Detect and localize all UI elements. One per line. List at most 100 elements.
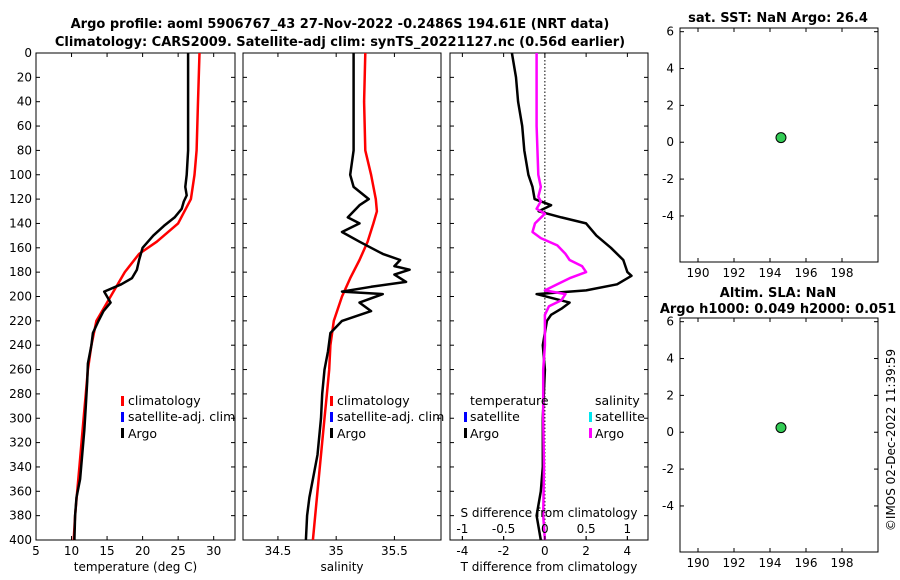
x-tick-label: 194 [759, 556, 782, 570]
top-x-tick-label: -1 [456, 522, 468, 536]
y-tick-label: 240 [9, 338, 32, 352]
series-line-argo [73, 53, 190, 541]
y-tick-label: -4 [662, 209, 674, 223]
x-tick-label: 20 [135, 544, 150, 558]
x-axis-label: temperature (deg C) [74, 560, 197, 574]
y-tick-label: -2 [662, 462, 674, 476]
imos-watermark: ©IMOS 02-Dec-2022 11:39:59 [884, 349, 898, 531]
top-x-axis-label: S difference from climatology [461, 506, 638, 520]
y-tick-label: 6 [666, 25, 674, 39]
legend-diff-salinity: salinity [595, 393, 640, 408]
x-tick-label: 190 [687, 556, 710, 570]
temperature-panel: 0 20 40 60 80 100 120 140 160 180 200 220 240 260 280 3… [9, 46, 236, 574]
x-tick-label: 196 [795, 556, 818, 570]
y-tick-label: -4 [662, 499, 674, 513]
y-tick-label: 220 [9, 314, 32, 328]
x-tick-label: -4 [456, 544, 468, 558]
legend-swatch-argo [121, 428, 124, 438]
y-tick-label: 320 [9, 436, 32, 450]
x-tick-label: 198 [831, 266, 854, 280]
y-tick-label: 60 [17, 119, 32, 133]
sla-panel: 6 4 2 0 -2 -4 190 192 194 196 198 [662, 315, 879, 570]
top-x-tick-label: -0.5 [492, 522, 515, 536]
x-tick-label: 190 [687, 266, 710, 280]
x-axis-label: salinity [320, 560, 363, 574]
axes-frame [679, 27, 879, 263]
temperature-legend: climatology satellite-adj. clim Argo [121, 393, 235, 441]
series-line-t-diff-argo [510, 52, 633, 541]
legend-satellite-adj: satellite-adj. clim [128, 409, 235, 424]
x-tick-label: 198 [831, 556, 854, 570]
y-tick-label: 300 [9, 411, 32, 425]
x-tick-label: 192 [723, 266, 746, 280]
y-tick-label: 80 [17, 143, 32, 157]
legend-t-satellite: satellite [470, 409, 520, 424]
y-tick-label: 120 [9, 192, 32, 206]
legend-satellite-adj: satellite-adj. clim [337, 409, 444, 424]
y-tick-label: 200 [9, 290, 32, 304]
x-tick-label: 10 [64, 544, 79, 558]
top-x-tick-label: 0 [541, 522, 549, 536]
top-x-tick-label: 0.5 [577, 522, 596, 536]
legend-swatch-satellite [121, 412, 124, 422]
y-tick-label: 0 [24, 46, 32, 60]
x-tick-label: -2 [498, 544, 510, 558]
legend-diff-temperature: temperature [470, 393, 549, 408]
x-tick-label: 0 [541, 544, 549, 558]
y-tick-label: 20 [17, 70, 32, 84]
x-tick-label: 15 [99, 544, 114, 558]
series-line-argo [304, 53, 411, 541]
sla-panel-title-2: Argo h1000: 0.049 h2000: 0.051 [660, 302, 896, 317]
series-line-climatology [311, 52, 379, 541]
x-tick-label: 5 [32, 544, 40, 558]
legend-swatch-satellite [330, 412, 333, 422]
legend-swatch-t-satellite [464, 412, 467, 422]
salinity-legend: climatology satellite-adj. clim Argo [330, 393, 444, 441]
top-x-tick-label: 1 [624, 522, 632, 536]
legend-swatch-s-satellite [589, 412, 592, 422]
x-tick-label: 34.5 [265, 544, 292, 558]
x-tick-label: 196 [795, 266, 818, 280]
x-axis-label: T difference from climatology [460, 560, 638, 574]
y-tick-label: 140 [9, 216, 32, 230]
difference-panel: -4 -2 0 2 4 T difference from climatology S di… [449, 52, 649, 574]
legend-swatch-climatology [121, 396, 124, 406]
legend-t-argo: Argo [470, 426, 499, 441]
legend-climatology: climatology [128, 393, 201, 408]
axes-frame [679, 317, 879, 553]
series-line-climatology [72, 52, 201, 541]
y-tick-label: 100 [9, 168, 32, 182]
difference-legend: temperature satellite Argo salinity sate… [464, 393, 645, 441]
y-tick-label: -2 [662, 172, 674, 186]
figure-title-line1: Argo profile: aoml 5906767_43 27-Nov-202… [71, 17, 610, 32]
x-tick-label: 194 [759, 266, 782, 280]
y-tick-label: 6 [666, 315, 674, 329]
x-tick-label: 2 [582, 544, 590, 558]
y-tick-label: 0 [666, 425, 674, 439]
x-tick-label: 35.5 [381, 544, 408, 558]
axes-frame [35, 52, 236, 541]
legend-climatology: climatology [337, 393, 410, 408]
y-tick-label: 160 [9, 241, 32, 255]
y-tick-label: 2 [666, 98, 674, 112]
legend-argo: Argo [337, 426, 366, 441]
y-tick-label: 2 [666, 388, 674, 402]
y-tick-label: 400 [9, 533, 32, 547]
y-tick-label: 340 [9, 460, 32, 474]
x-tick-label: 30 [206, 544, 221, 558]
salinity-panel: 34.5 35 35.5 salinity [242, 52, 442, 574]
legend-s-satellite: satellite [595, 409, 645, 424]
y-tick-label: 4 [666, 352, 674, 366]
sla-panel-title-1: Altim. SLA: NaN [720, 286, 836, 301]
y-tick-label: 180 [9, 265, 32, 279]
data-point [775, 132, 787, 144]
sst-panel-title: sat. SST: NaN Argo: 26.4 [688, 11, 868, 26]
data-point [775, 422, 787, 434]
x-tick-label: 4 [624, 544, 632, 558]
y-tick-label: 40 [17, 95, 32, 109]
y-tick-label: 4 [666, 62, 674, 76]
y-tick-label: 0 [666, 135, 674, 149]
legend-s-argo: Argo [595, 426, 624, 441]
y-tick-label: 380 [9, 509, 32, 523]
